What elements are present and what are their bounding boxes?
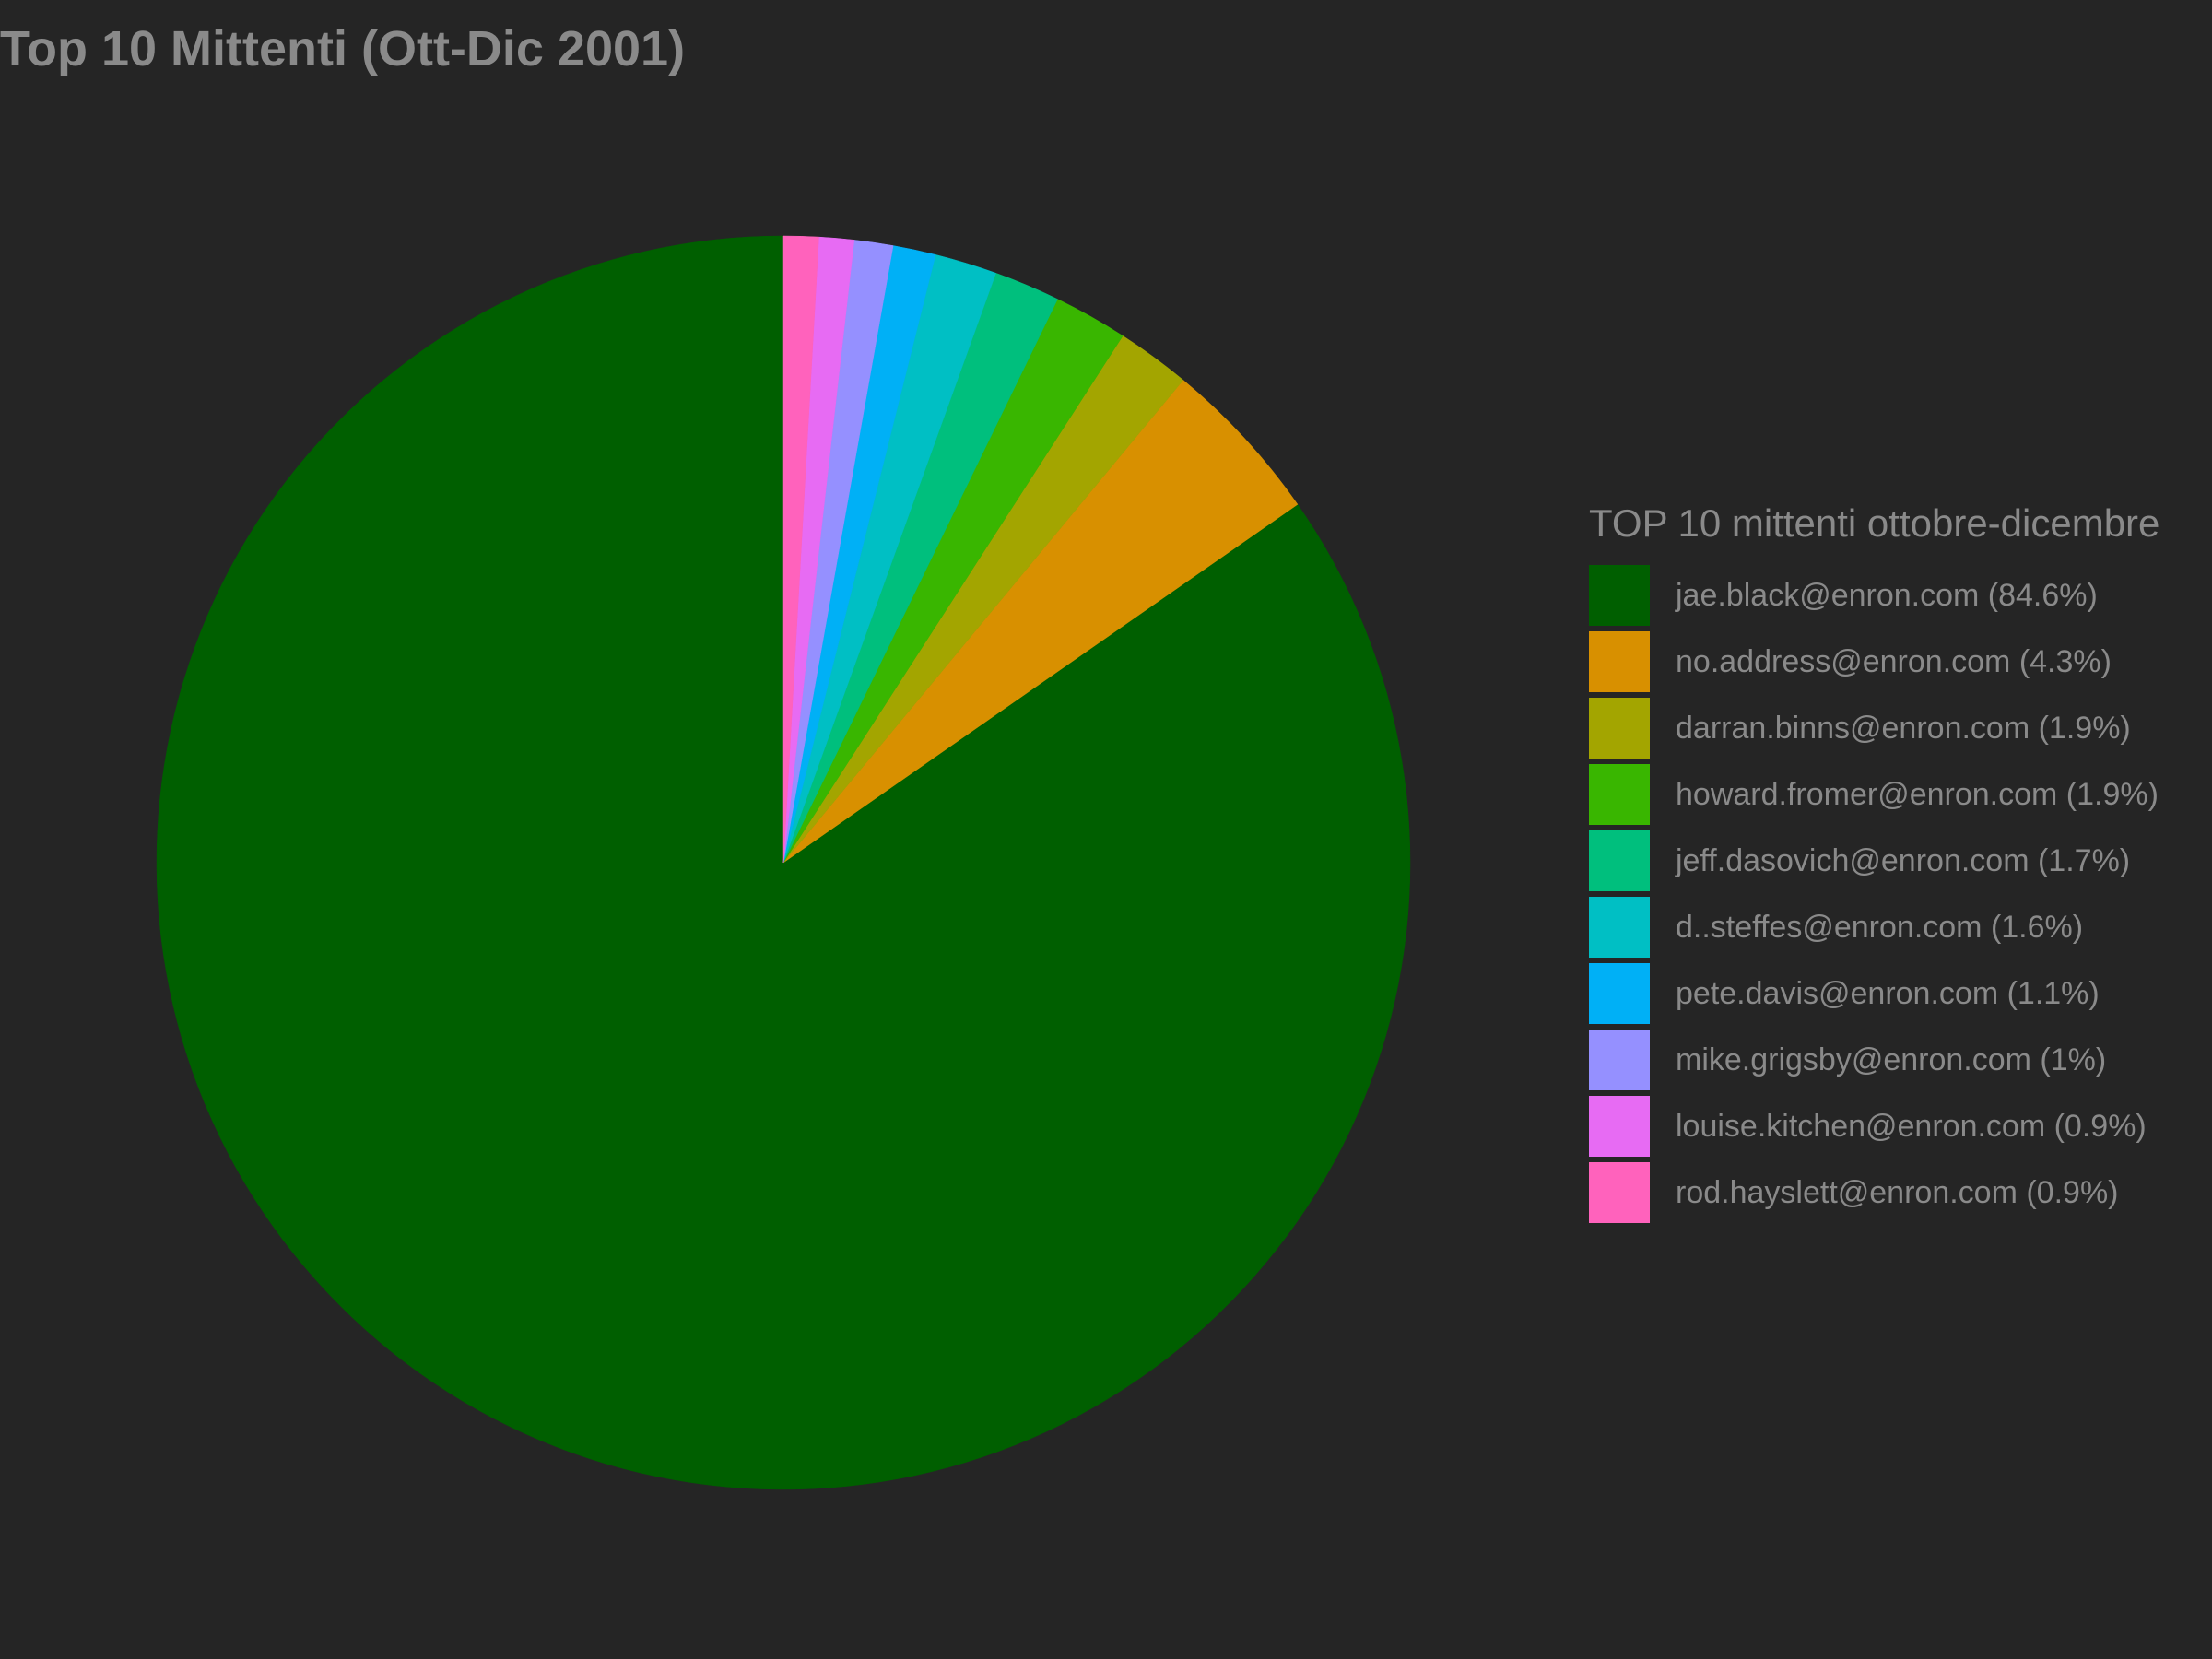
legend-item-1: no.address@enron.com (4.3%) [1589, 629, 2212, 695]
pie-slice-1 [782, 379, 1299, 864]
legend-swatch-3 [1589, 764, 1650, 825]
legend-label-0: jae.black@enron.com (84.6%) [1676, 577, 2098, 613]
legend-swatch-9 [1589, 1162, 1650, 1223]
legend-title: TOP 10 mittenti ottobre-dicembre [1589, 501, 2160, 545]
legend: TOP 10 mittenti ottobre-dicembre jae.bla… [1589, 496, 2212, 1226]
legend-label-6: pete.davis@enron.com (1.1%) [1676, 975, 2100, 1011]
legend-label-5: d..steffes@enron.com (1.6%) [1676, 909, 2084, 945]
legend-item-2: darran.binns@enron.com (1.9%) [1589, 695, 2212, 761]
legend-label-3: howard.fromer@enron.com (1.9%) [1676, 776, 2159, 812]
legend-swatch-5 [1589, 897, 1650, 958]
legend-label-1: no.address@enron.com (4.3%) [1676, 643, 2112, 679]
legend-item-8: louise.kitchen@enron.com (0.9%) [1589, 1093, 2212, 1159]
legend-label-2: darran.binns@enron.com (1.9%) [1676, 710, 2131, 746]
legend-items: jae.black@enron.com (84.6%) no.address@en… [1589, 562, 2212, 1226]
legend-item-4: jeff.dasovich@enron.com (1.7%) [1589, 828, 2212, 894]
legend-swatch-6 [1589, 963, 1650, 1024]
legend-swatch-0 [1589, 565, 1650, 626]
legend-item-5: d..steffes@enron.com (1.6%) [1589, 894, 2212, 960]
legend-item-6: pete.davis@enron.com (1.1%) [1589, 960, 2212, 1027]
pie-slice-9 [782, 235, 819, 864]
pie-chart [156, 235, 1411, 1490]
legend-swatch-1 [1589, 631, 1650, 692]
legend-label-7: mike.grigsby@enron.com (1%) [1676, 1041, 2107, 1077]
legend-swatch-8 [1589, 1096, 1650, 1157]
legend-swatch-2 [1589, 698, 1650, 759]
pie-slice-0 [156, 235, 1411, 1490]
legend-item-0: jae.black@enron.com (84.6%) [1589, 562, 2212, 629]
legend-swatch-4 [1589, 830, 1650, 891]
legend-swatch-7 [1589, 1030, 1650, 1090]
legend-label-4: jeff.dasovich@enron.com (1.7%) [1676, 842, 2131, 878]
chart-title: Top 10 Mittenti (Ott-Dic 2001) [0, 21, 686, 76]
legend-item-3: howard.fromer@enron.com (1.9%) [1589, 761, 2212, 828]
legend-item-7: mike.grigsby@enron.com (1%) [1589, 1027, 2212, 1093]
legend-item-9: rod.hayslett@enron.com (0.9%) [1589, 1159, 2212, 1226]
legend-label-9: rod.hayslett@enron.com (0.9%) [1676, 1174, 2119, 1210]
legend-label-8: louise.kitchen@enron.com (0.9%) [1676, 1108, 2147, 1144]
